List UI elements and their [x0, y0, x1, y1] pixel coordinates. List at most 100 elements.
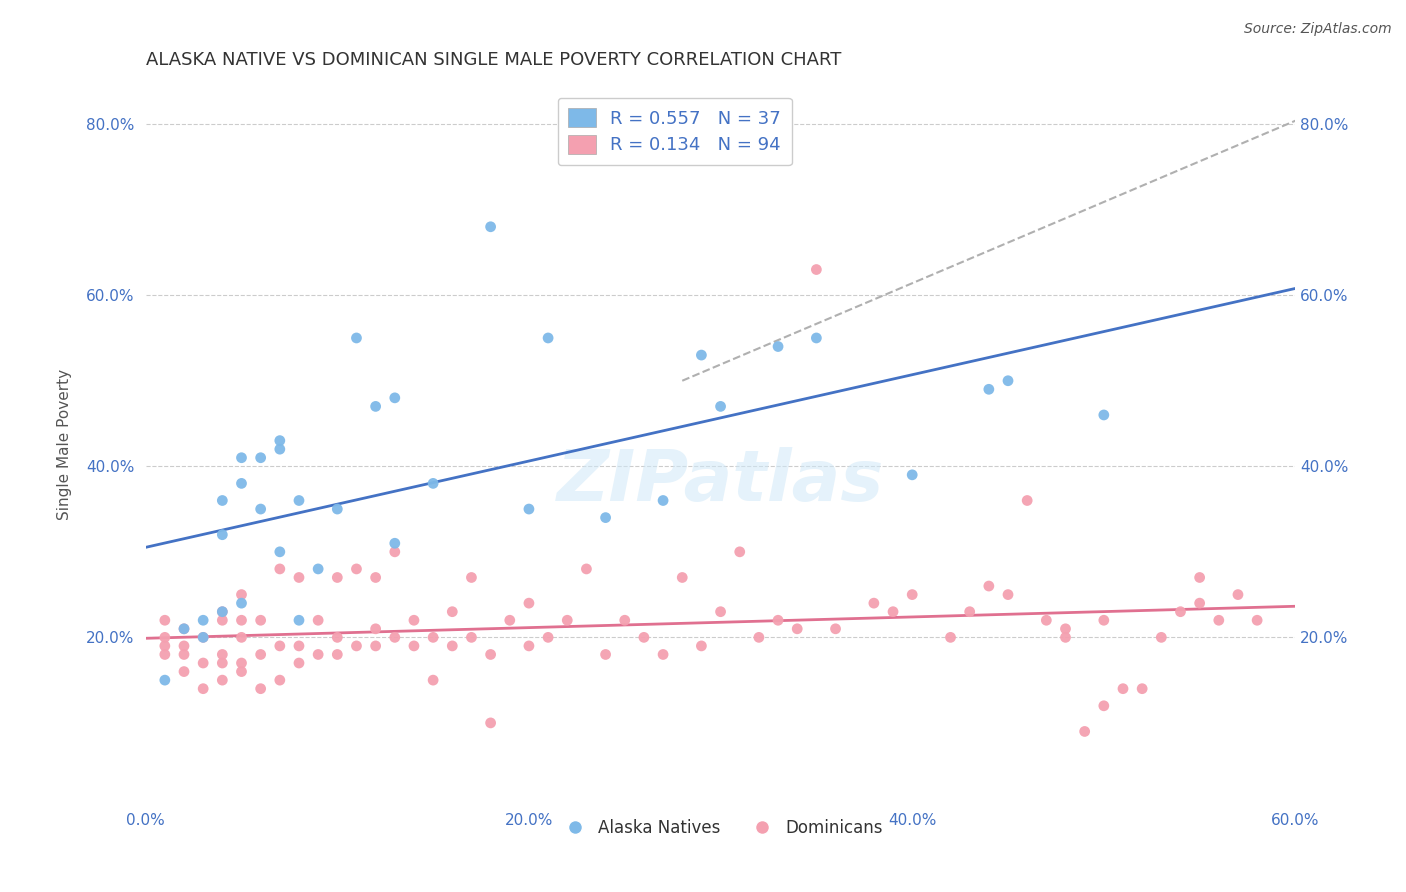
- Point: [364, 622, 387, 636]
- Point: [690, 348, 713, 362]
- Legend: Alaska Natives, Dominicans: Alaska Natives, Dominicans: [551, 813, 890, 844]
- Point: [517, 639, 540, 653]
- Point: [709, 400, 731, 414]
- Point: [1208, 613, 1230, 627]
- Point: [402, 639, 425, 653]
- Point: [153, 673, 176, 687]
- Point: [1017, 493, 1039, 508]
- Point: [307, 613, 329, 627]
- Point: [326, 502, 349, 516]
- Point: [211, 656, 233, 670]
- Point: [422, 673, 444, 687]
- Point: [211, 493, 233, 508]
- Point: [671, 570, 693, 584]
- Point: [1092, 613, 1115, 627]
- Point: [441, 605, 464, 619]
- Y-axis label: Single Male Poverty: Single Male Poverty: [58, 369, 72, 520]
- Point: [211, 605, 233, 619]
- Point: [249, 502, 271, 516]
- Point: [977, 579, 1000, 593]
- Point: [211, 605, 233, 619]
- Point: [193, 613, 215, 627]
- Point: [766, 613, 789, 627]
- Point: [288, 493, 311, 508]
- Point: [193, 681, 215, 696]
- Point: [1092, 408, 1115, 422]
- Point: [384, 545, 406, 559]
- Point: [346, 331, 368, 345]
- Point: [479, 648, 502, 662]
- Point: [364, 400, 387, 414]
- Point: [211, 648, 233, 662]
- Point: [1073, 724, 1095, 739]
- Point: [939, 631, 962, 645]
- Point: [364, 570, 387, 584]
- Point: [346, 639, 368, 653]
- Point: [193, 631, 215, 645]
- Point: [231, 476, 253, 491]
- Point: [422, 631, 444, 645]
- Point: [231, 450, 253, 465]
- Point: [211, 527, 233, 541]
- Point: [555, 613, 578, 627]
- Point: [633, 631, 655, 645]
- Point: [249, 450, 271, 465]
- Point: [460, 631, 482, 645]
- Point: [288, 613, 311, 627]
- Point: [288, 639, 311, 653]
- Point: [1112, 681, 1135, 696]
- Point: [231, 596, 253, 610]
- Point: [1188, 596, 1211, 610]
- Point: [595, 510, 617, 524]
- Text: Source: ZipAtlas.com: Source: ZipAtlas.com: [1244, 22, 1392, 37]
- Point: [1226, 588, 1249, 602]
- Point: [690, 639, 713, 653]
- Point: [269, 545, 291, 559]
- Point: [537, 331, 560, 345]
- Point: [173, 665, 195, 679]
- Point: [1246, 613, 1268, 627]
- Point: [441, 639, 464, 653]
- Point: [153, 613, 176, 627]
- Point: [326, 648, 349, 662]
- Point: [479, 219, 502, 234]
- Point: [249, 613, 271, 627]
- Point: [269, 434, 291, 448]
- Point: [153, 648, 176, 662]
- Point: [652, 493, 675, 508]
- Point: [499, 613, 522, 627]
- Point: [824, 622, 846, 636]
- Point: [613, 613, 636, 627]
- Point: [595, 648, 617, 662]
- Point: [652, 648, 675, 662]
- Point: [806, 331, 828, 345]
- Point: [997, 588, 1019, 602]
- Point: [153, 639, 176, 653]
- Point: [517, 596, 540, 610]
- Point: [231, 665, 253, 679]
- Point: [364, 639, 387, 653]
- Point: [269, 639, 291, 653]
- Point: [231, 588, 253, 602]
- Point: [1054, 631, 1077, 645]
- Point: [1170, 605, 1192, 619]
- Point: [728, 545, 751, 559]
- Point: [977, 382, 1000, 396]
- Point: [384, 631, 406, 645]
- Point: [709, 605, 731, 619]
- Point: [748, 631, 770, 645]
- Point: [422, 476, 444, 491]
- Point: [766, 339, 789, 353]
- Point: [211, 673, 233, 687]
- Point: [231, 631, 253, 645]
- Point: [517, 502, 540, 516]
- Point: [193, 656, 215, 670]
- Point: [1188, 570, 1211, 584]
- Point: [786, 622, 808, 636]
- Point: [173, 622, 195, 636]
- Point: [269, 442, 291, 457]
- Point: [211, 613, 233, 627]
- Point: [326, 631, 349, 645]
- Point: [173, 648, 195, 662]
- Point: [863, 596, 886, 610]
